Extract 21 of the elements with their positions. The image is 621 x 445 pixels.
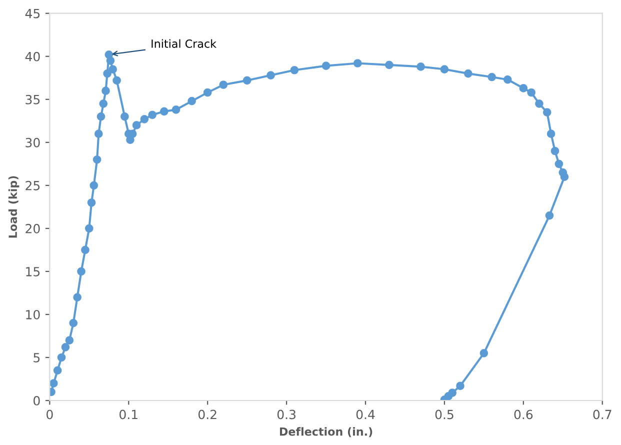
x-tick-label: 0.6: [514, 410, 533, 420]
x-tick-label: 0.4: [356, 410, 375, 420]
y-tick-label: 30: [26, 138, 40, 148]
y-tick-label: 15: [26, 267, 40, 276]
annotation: Initial Crack: [152, 39, 216, 48]
x-tick-label: 0.5: [435, 410, 454, 420]
y-tick-label: 20: [26, 224, 40, 234]
y-tick-label: 0: [34, 396, 40, 406]
y-tick-label: 5: [34, 353, 40, 362]
x-tick-label: 0: [46, 410, 53, 420]
x-tick-label: 0.3: [277, 410, 296, 420]
y-tick-label: 45: [25, 8, 40, 18]
x-tick-label: 0.1: [120, 410, 138, 420]
x-tick-label: 0.2: [198, 410, 216, 420]
x-tick-label: 0.7: [593, 410, 612, 420]
y-tick-label: 40: [25, 52, 40, 62]
y-axis-title: Load (kip): [8, 176, 20, 238]
y-tick-label: 10: [26, 310, 40, 320]
y-tick-label: 25: [26, 180, 40, 190]
x-axis-title: Deflection (in.): [280, 427, 372, 438]
y-tick-label: 35: [26, 94, 40, 104]
